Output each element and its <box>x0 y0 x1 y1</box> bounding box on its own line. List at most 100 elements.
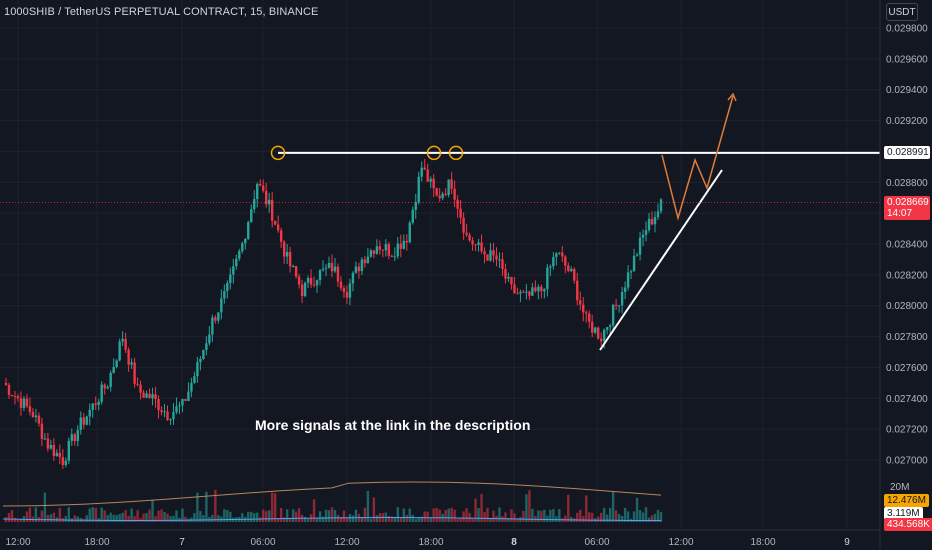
volume-bar <box>635 497 639 522</box>
volume-bar <box>444 509 447 522</box>
volume-bar <box>602 507 606 522</box>
candle-body <box>360 259 364 272</box>
volume-bar <box>345 517 349 522</box>
candle-body <box>270 199 274 221</box>
volume-bar <box>396 507 399 522</box>
candle-body <box>579 300 582 305</box>
candle-body <box>342 288 346 293</box>
volume-bar <box>450 507 453 522</box>
resistance-price-tag: 0.028991 <box>884 146 930 159</box>
volume-bar <box>160 509 163 522</box>
candle-body <box>130 362 133 365</box>
price-tick-label: 0.029800 <box>886 24 928 35</box>
candle-body <box>617 305 621 307</box>
candle-body <box>282 241 286 257</box>
candle-body <box>567 265 570 272</box>
candle-body <box>468 234 471 241</box>
volume-bar <box>656 509 660 522</box>
candle-body <box>608 325 612 328</box>
volume-bar <box>426 511 429 522</box>
candle-body <box>61 457 65 465</box>
candle-body <box>193 376 196 383</box>
volume-bar <box>558 509 561 522</box>
candle-body <box>124 338 127 350</box>
candle-body <box>46 438 50 449</box>
candle-body <box>76 430 79 442</box>
volume-bar <box>291 509 295 522</box>
candle-body <box>387 244 391 256</box>
volume-bar <box>109 512 112 522</box>
candle-body <box>537 286 540 292</box>
candle-body <box>133 362 136 384</box>
volume-bar <box>408 508 411 522</box>
volume-bar <box>513 513 516 522</box>
volume-bar <box>611 491 615 522</box>
candle-body <box>641 234 645 238</box>
candle-body <box>259 183 262 186</box>
volume-bar <box>223 509 226 522</box>
candle-body <box>602 329 606 342</box>
volume-bar <box>372 497 376 522</box>
volume-bar <box>435 507 438 522</box>
candle-body <box>576 280 579 301</box>
candle-body <box>635 254 639 256</box>
candle-body <box>417 176 420 203</box>
volume-bar <box>599 512 603 522</box>
candle-body <box>611 304 615 326</box>
touch-marker <box>426 145 442 161</box>
volume-bar <box>608 507 612 522</box>
candle-body <box>297 276 301 285</box>
projection-arrowhead <box>727 92 737 102</box>
candle-body <box>647 218 651 231</box>
time-axis: 12:00 18:00 7 06:00 12:00 18:00 8 06:00 12:00 18:… <box>0 529 880 548</box>
volume-bar <box>582 516 585 522</box>
candle-body <box>85 416 88 425</box>
volume-bar <box>564 515 567 522</box>
price-tick-label: 0.027000 <box>886 456 928 467</box>
volume-bar <box>644 507 648 522</box>
candle-body <box>208 334 211 344</box>
candle-body <box>250 209 253 223</box>
volume-bar <box>354 509 358 522</box>
volume-bar <box>121 512 124 522</box>
volume-bar <box>360 516 364 522</box>
volume-bar <box>620 516 624 522</box>
candle-body <box>157 399 160 411</box>
volume-bar <box>250 511 253 522</box>
volume-bar <box>641 512 645 522</box>
currency-unit-button[interactable]: USDT <box>886 3 918 21</box>
candle-body <box>52 445 56 457</box>
volume-bar <box>650 515 654 522</box>
time-tick-label: 18:00 <box>84 537 109 548</box>
volume-bar <box>659 512 663 522</box>
volume-bar <box>399 517 402 522</box>
volume-bar <box>516 518 519 522</box>
volume-bar <box>76 516 79 522</box>
candle-body <box>492 250 495 256</box>
candle-body <box>399 243 402 249</box>
candle-body <box>345 292 349 298</box>
candle-body <box>79 417 82 431</box>
volume-bar <box>13 517 17 522</box>
volume-bar <box>40 510 44 522</box>
candle-body <box>196 362 199 377</box>
candle-body <box>605 327 609 330</box>
candle-body <box>226 283 229 291</box>
candle-body <box>659 199 663 212</box>
candle-body <box>25 398 29 407</box>
volume-bar <box>411 515 414 522</box>
volume-bar <box>273 493 277 522</box>
ascending-trendline <box>599 169 723 351</box>
candle-body <box>40 423 44 439</box>
volume-bar <box>543 509 546 522</box>
volume-bar <box>247 511 250 522</box>
candle-body <box>546 267 549 290</box>
volume-bar <box>459 518 462 522</box>
candle-body <box>19 398 23 408</box>
candle-body <box>426 169 429 182</box>
volume-bar <box>525 494 528 522</box>
touch-marker <box>448 145 464 161</box>
candle-body <box>620 291 624 306</box>
time-tick-label: 8 <box>511 537 517 548</box>
